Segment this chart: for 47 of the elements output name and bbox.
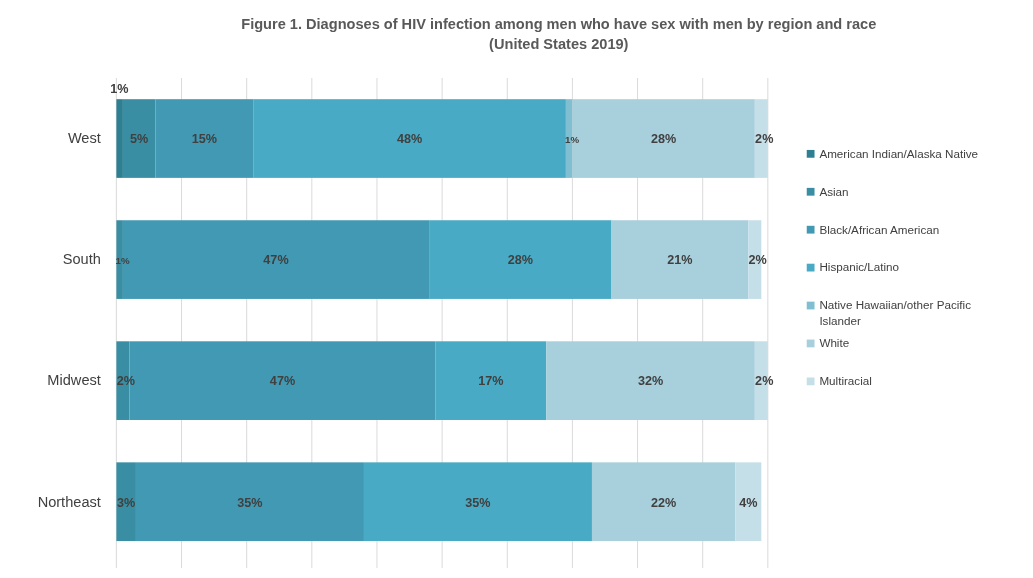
legend-label: Black/African American [819,222,940,236]
data-label: 2% [755,374,774,389]
data-label: 4% [739,495,758,510]
legend-label: Native Hawaiian/other Pacific Islander [819,298,972,327]
y-tick-label: Northeast [37,493,101,510]
data-label: 1% [565,134,580,146]
bar [546,341,755,420]
data-label: 35% [237,495,263,510]
bar [611,220,749,299]
y-tick-label: Midwest [47,372,101,389]
bar [122,99,156,178]
data-label: 1% [110,82,129,97]
data-label: 22% [650,495,677,510]
data-label: 5% [130,132,149,147]
data-label: 47% [269,374,296,389]
data-label: 2% [748,253,767,268]
data-label: 3% [117,495,136,510]
data-label: 47% [263,253,289,268]
data-label: 15% [191,132,217,147]
data-label: 2% [755,132,774,147]
bar [591,462,736,542]
legend-label: White [819,336,850,350]
data-label: 2% [116,374,135,389]
y-tick-label: South [62,251,101,268]
chart-title: Figure 1. Diagnoses of HIV infection among men who have sex with men by region and race (United States 2019) [241,16,877,52]
data-label: 48% [396,132,423,147]
data-label: 28% [507,253,533,268]
y-tick-label: West [67,130,101,147]
bar [435,341,547,420]
bar [253,99,566,178]
legend-label: Asian [819,184,849,198]
bar [363,462,592,542]
data-label: 21% [667,253,693,268]
legend-label: American Indian/Alaska Native [819,146,979,160]
data-label: 35% [465,495,491,510]
bar [155,99,254,178]
data-label: 17% [478,374,504,389]
bar [116,462,136,542]
data-label: 28% [650,132,677,147]
legend-label: Multiracial [819,374,872,388]
data-label: 32% [637,374,664,389]
bar [116,99,123,178]
bar [735,462,762,542]
legend-label: Hispanic/Latino [819,260,900,274]
bar [135,462,364,542]
data-label: 1% [115,255,130,267]
bar [429,220,612,299]
